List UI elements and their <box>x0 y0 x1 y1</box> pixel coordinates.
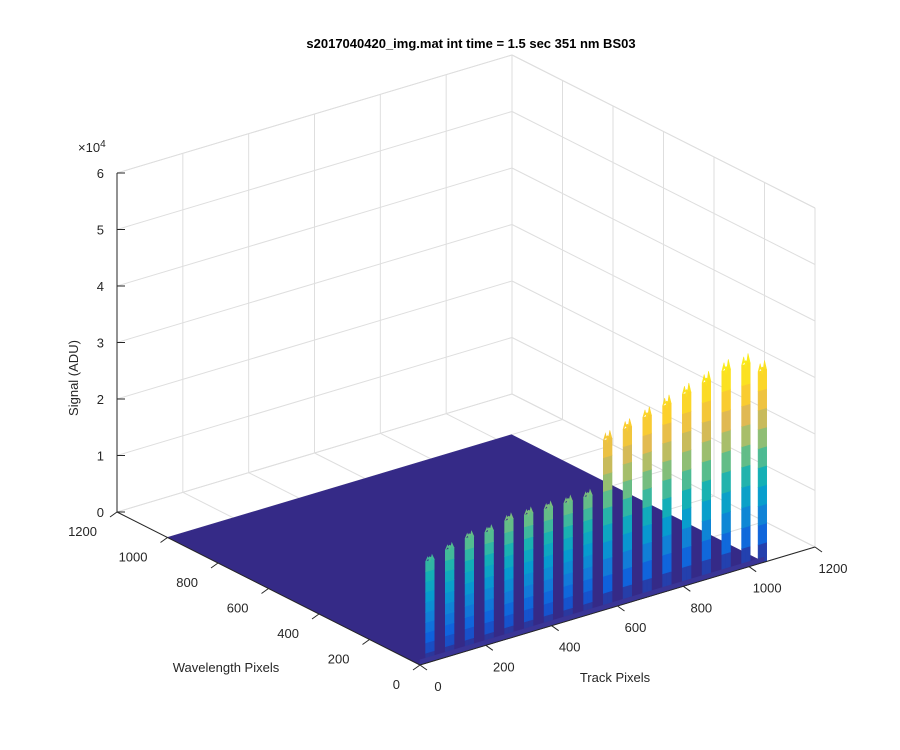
peak-band <box>662 394 672 593</box>
gridline <box>511 224 816 378</box>
z-tick-label: 0 <box>97 505 104 520</box>
peak-band <box>602 430 613 611</box>
gridline <box>116 280 513 400</box>
y-tick <box>210 562 219 569</box>
y-tick <box>109 511 118 518</box>
y-tick-label: 1200 <box>68 524 97 539</box>
peak-top <box>682 382 692 398</box>
z-exponent-label: ×104 <box>78 139 106 155</box>
peak-top <box>701 371 712 386</box>
peak-top <box>622 418 633 432</box>
peak-band <box>523 506 534 635</box>
peak-top <box>603 430 613 443</box>
x-tick <box>683 585 691 592</box>
x-tick <box>748 566 757 573</box>
peak-band <box>464 530 475 652</box>
y-tick-label: 200 <box>328 652 350 667</box>
gridline <box>116 337 513 456</box>
peak-top <box>741 353 751 369</box>
x-tick <box>617 605 625 612</box>
y-tick <box>362 639 370 645</box>
y-axis-label: Wavelength Pixels <box>173 660 280 675</box>
x-tick-label: 800 <box>690 600 712 615</box>
peak-band <box>642 406 652 599</box>
x-tick-label: 1200 <box>819 561 848 576</box>
peak-top <box>504 512 514 524</box>
z-tick-label: 4 <box>97 279 104 294</box>
peak-band <box>741 353 751 570</box>
peak-band <box>622 418 633 605</box>
x-tick-label: 1000 <box>753 581 782 596</box>
x-axis-label: Track Pixels <box>580 670 651 685</box>
peak-band <box>444 541 455 658</box>
y-tick-label: 800 <box>176 575 198 590</box>
z-tick-label: 2 <box>97 392 104 407</box>
surface-layer <box>166 353 768 666</box>
box-edge <box>116 54 513 174</box>
peak-top <box>563 494 573 506</box>
gridline <box>116 167 513 287</box>
gridline <box>116 111 513 230</box>
peak-top <box>642 406 652 421</box>
peak-top <box>543 500 554 512</box>
x-tick <box>551 625 559 632</box>
z-tick-label: 5 <box>97 223 104 238</box>
peak-band <box>425 553 435 664</box>
peak-top <box>757 360 768 375</box>
y-tick-label: 400 <box>277 626 299 641</box>
peak-band <box>701 371 712 582</box>
peak-top <box>524 506 534 518</box>
peak-top <box>662 394 672 409</box>
y-tick <box>160 537 168 543</box>
x-tick-label: 600 <box>625 620 647 635</box>
y-tick <box>311 613 320 620</box>
z-axis-label: Signal (ADU) <box>66 340 81 416</box>
peak-band <box>543 500 554 629</box>
gridline <box>511 111 816 265</box>
axis-layer: 0123456020040060080010001200020040060080… <box>68 166 847 694</box>
z-tick-label: 1 <box>97 449 104 464</box>
z-tick-label: 6 <box>97 166 104 181</box>
x-tick-label: 0 <box>434 679 441 694</box>
gridline <box>511 167 816 322</box>
peak-top <box>425 553 435 564</box>
z-tick-label: 3 <box>97 336 104 351</box>
y-tick <box>261 588 269 594</box>
peak-band <box>484 524 494 646</box>
peak-band <box>563 494 573 623</box>
peak-top <box>721 359 731 375</box>
x-tick-label: 200 <box>493 659 515 674</box>
peak-top <box>484 524 494 535</box>
peak-band <box>721 359 731 576</box>
x-tick-label: 400 <box>559 640 581 655</box>
x-tick <box>419 664 428 671</box>
peak-band <box>757 360 768 565</box>
y-tick-label: 0 <box>393 677 400 692</box>
y-tick-label: 600 <box>227 601 249 616</box>
peak-band <box>504 512 514 641</box>
peak-band <box>681 382 692 587</box>
gridline <box>116 393 513 513</box>
peak-top <box>445 541 455 552</box>
peak-top <box>583 488 593 500</box>
y-tick <box>412 664 421 671</box>
gridline <box>116 224 513 343</box>
peak-top <box>464 530 475 541</box>
x-tick <box>814 546 823 553</box>
x-tick <box>485 644 494 651</box>
peak-band <box>583 488 593 617</box>
y-tick-label: 1000 <box>119 550 148 565</box>
box-edge <box>511 54 816 209</box>
chart-title: s2017040420_img.mat int time = 1.5 sec 3… <box>306 36 635 51</box>
